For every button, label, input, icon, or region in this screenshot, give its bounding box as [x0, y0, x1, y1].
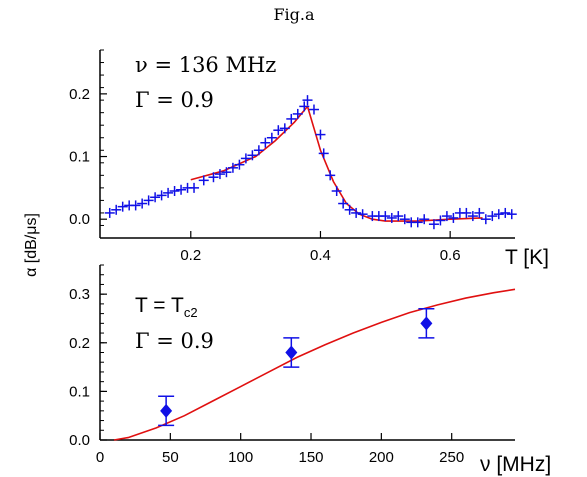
- top-data-point: [279, 123, 290, 134]
- bottom-x-tick-label: 50: [162, 449, 179, 466]
- top-data-point: [487, 211, 498, 222]
- top-data-points: [104, 95, 517, 230]
- top-data-point: [227, 162, 238, 173]
- bottom-annotation-t-subscript: c2: [184, 305, 198, 320]
- top-data-point: [412, 217, 423, 228]
- top-data-point: [143, 195, 154, 206]
- bottom-data-point: [283, 337, 300, 368]
- top-data-point: [156, 190, 167, 201]
- top-data-point: [240, 153, 251, 164]
- top-data-point: [299, 101, 310, 112]
- top-data-point: [393, 211, 404, 222]
- bottom-y-tick-label: 0.2: [69, 335, 90, 352]
- top-data-point: [467, 211, 478, 222]
- bottom-y-tick-label: 0.0: [69, 432, 90, 449]
- top-data-point: [169, 186, 180, 196]
- top-panel: 0.2 0.4 0.6 0.0 0.1 0.2 ν = 136 MHz Γ = 0.9 T…: [69, 49, 549, 269]
- bottom-data-point: [418, 308, 435, 339]
- bottom-data-point: [158, 395, 175, 427]
- top-data-point: [474, 207, 485, 218]
- top-data-point: [111, 204, 122, 215]
- bottom-panel: 0 50 100 150 200 250 0.0 0.1 0.2 0.3 T = Tc2 Γ = …: [69, 264, 551, 476]
- top-data-point: [266, 132, 277, 143]
- bottom-annotation-t: T = Tc2: [135, 294, 198, 320]
- top-x-axis-label: T [K]: [505, 246, 549, 269]
- top-data-point: [448, 212, 459, 223]
- top-x-tick-label: 0.2: [180, 247, 201, 264]
- top-data-point: [493, 209, 504, 220]
- top-data-point: [344, 204, 355, 215]
- top-annotation-gamma: Γ = 0.9: [135, 88, 214, 112]
- bottom-x-tick-label: 100: [228, 449, 253, 466]
- figure-title: Fig.a: [273, 5, 315, 24]
- top-data-point: [208, 172, 219, 183]
- diamond-marker: [160, 403, 173, 418]
- top-data-point: [338, 198, 349, 209]
- top-fit-curve: [190, 104, 483, 222]
- top-data-point: [198, 175, 209, 186]
- top-y-tick-label: 0.2: [69, 86, 90, 103]
- top-data-point: [253, 145, 264, 156]
- bottom-annotation-gamma: Γ = 0.9: [135, 329, 214, 353]
- top-data-point: [500, 207, 511, 218]
- top-data-point: [117, 201, 128, 212]
- bottom-x-tick-label: 0: [96, 449, 104, 466]
- top-data-point: [461, 207, 472, 218]
- top-data-point: [150, 192, 161, 203]
- top-data-point: [318, 148, 329, 159]
- top-data-point: [130, 200, 141, 211]
- top-x-tick-label: 0.4: [310, 247, 331, 264]
- top-data-point: [441, 211, 452, 222]
- top-data-point: [435, 215, 446, 226]
- top-data-point: [308, 104, 319, 115]
- top-x-tick-label: 0.6: [440, 247, 461, 264]
- top-data-point: [380, 211, 391, 222]
- bottom-y-tick-label: 0.1: [69, 383, 90, 400]
- top-data-point: [331, 186, 342, 196]
- bottom-x-tick-label: 250: [439, 449, 464, 466]
- top-data-point: [399, 214, 410, 225]
- top-data-point: [386, 212, 397, 223]
- top-ticks: 0.2 0.4 0.6 0.0 0.1 0.2: [69, 49, 461, 264]
- top-data-point: [428, 219, 439, 230]
- bottom-fit-curve: [113, 288, 516, 441]
- y-axis-label: α [dB/μs]: [23, 213, 40, 277]
- top-data-point: [247, 150, 258, 161]
- top-data-point: [419, 214, 430, 225]
- top-data-point: [214, 169, 225, 180]
- top-data-point: [163, 187, 174, 198]
- top-data-point: [351, 207, 362, 218]
- bottom-ticks: 0 50 100 150 200 250 0.0 0.1 0.2 0.3: [69, 264, 464, 466]
- diamond-marker: [285, 345, 298, 360]
- top-data-point: [137, 198, 148, 209]
- top-data-point: [273, 125, 284, 136]
- bottom-data-points: [158, 308, 435, 427]
- top-data-point: [286, 113, 297, 124]
- top-data-point: [357, 209, 368, 220]
- top-data-point: [506, 209, 517, 220]
- top-data-point: [480, 214, 491, 225]
- top-data-point: [292, 108, 303, 119]
- bottom-annotation-t-main: T = T: [135, 294, 184, 317]
- top-data-point: [302, 95, 313, 106]
- bottom-y-tick-label: 0.3: [69, 286, 90, 303]
- top-annotation-nu: ν = 136 MHz: [135, 53, 276, 77]
- top-data-point: [234, 159, 245, 170]
- top-data-point: [221, 167, 232, 178]
- bottom-x-tick-label: 200: [369, 449, 394, 466]
- top-y-tick-label: 0.1: [69, 149, 90, 166]
- bottom-x-axis-label: ν [MHz]: [480, 453, 551, 476]
- top-data-point: [325, 170, 336, 181]
- top-data-point: [176, 184, 187, 195]
- top-data-point: [315, 129, 326, 140]
- top-y-tick-label: 0.0: [69, 211, 90, 228]
- top-data-point: [260, 137, 271, 148]
- diamond-marker: [420, 316, 433, 331]
- top-data-point: [189, 182, 200, 193]
- top-data-point: [104, 207, 115, 218]
- bottom-x-tick-label: 150: [299, 449, 324, 466]
